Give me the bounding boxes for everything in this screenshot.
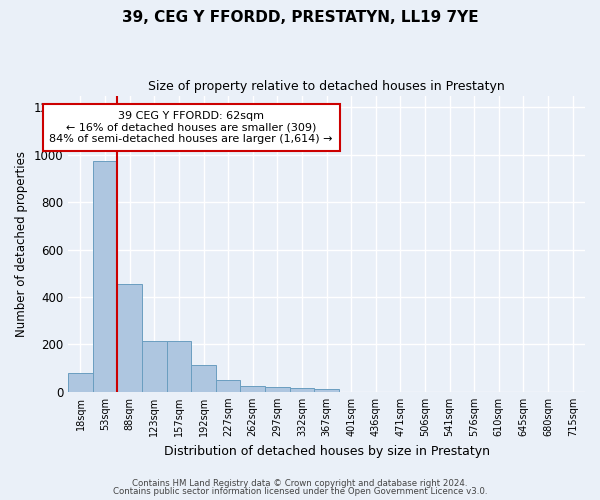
Bar bbox=[241, 386, 265, 392]
Bar bbox=[216, 380, 241, 392]
Bar bbox=[265, 386, 290, 392]
Text: 39 CEG Y FFORDD: 62sqm
← 16% of detached houses are smaller (309)
84% of semi-de: 39 CEG Y FFORDD: 62sqm ← 16% of detached… bbox=[49, 111, 333, 144]
Title: Size of property relative to detached houses in Prestatyn: Size of property relative to detached ho… bbox=[148, 80, 505, 93]
Bar bbox=[290, 388, 314, 392]
X-axis label: Distribution of detached houses by size in Prestatyn: Distribution of detached houses by size … bbox=[164, 444, 490, 458]
Bar bbox=[314, 389, 339, 392]
Text: 39, CEG Y FFORDD, PRESTATYN, LL19 7YE: 39, CEG Y FFORDD, PRESTATYN, LL19 7YE bbox=[122, 10, 478, 25]
Bar bbox=[167, 341, 191, 392]
Bar bbox=[191, 365, 216, 392]
Text: Contains public sector information licensed under the Open Government Licence v3: Contains public sector information licen… bbox=[113, 487, 487, 496]
Bar bbox=[142, 341, 167, 392]
Text: Contains HM Land Registry data © Crown copyright and database right 2024.: Contains HM Land Registry data © Crown c… bbox=[132, 478, 468, 488]
Y-axis label: Number of detached properties: Number of detached properties bbox=[15, 150, 28, 336]
Bar bbox=[68, 373, 93, 392]
Bar bbox=[93, 160, 118, 392]
Bar bbox=[118, 284, 142, 392]
